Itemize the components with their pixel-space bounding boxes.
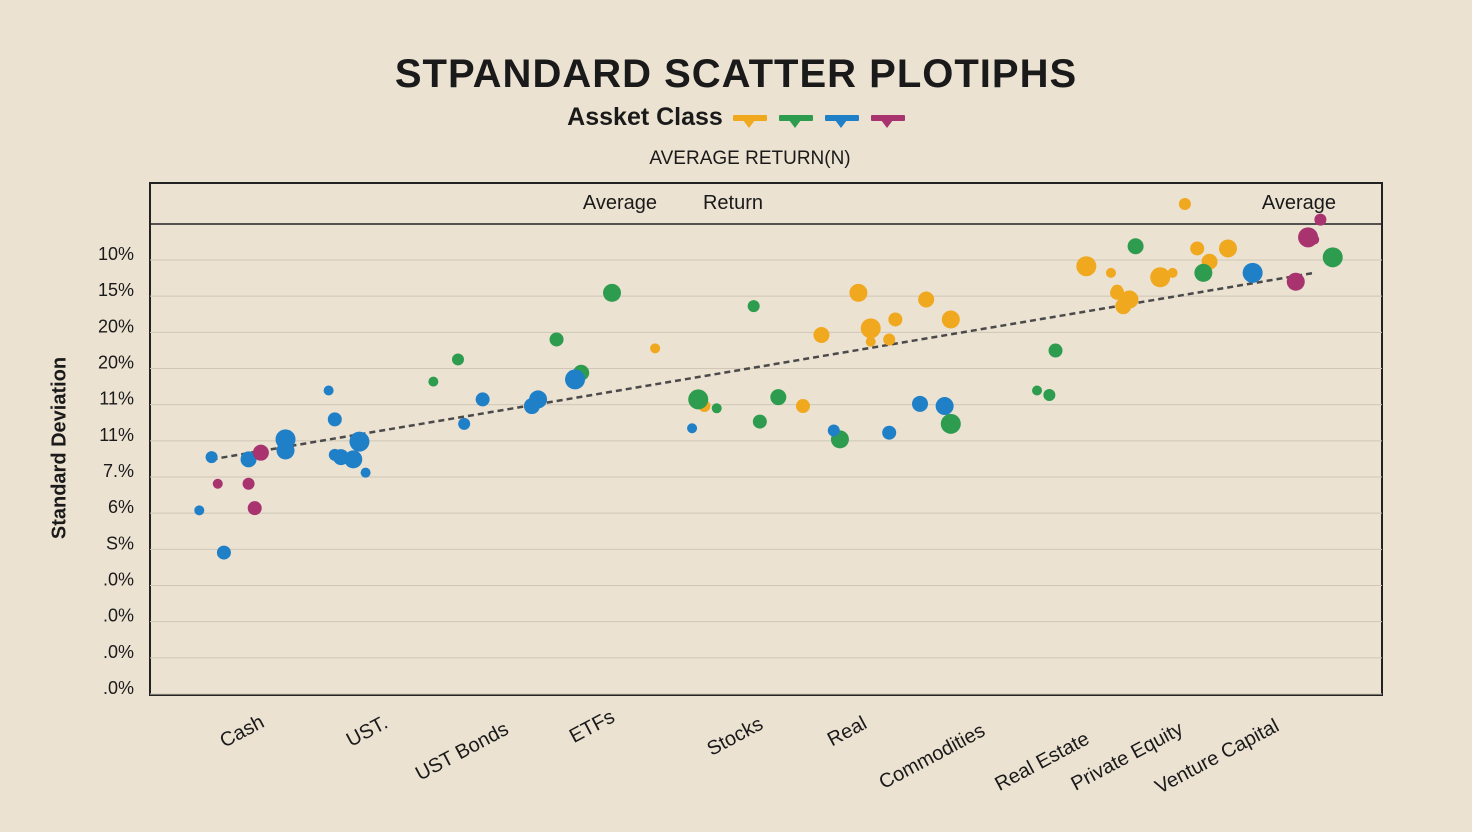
data-point [240,451,257,468]
y-tick-label: 7.% [103,461,134,481]
data-point [252,444,269,461]
legend-swatch [870,114,905,128]
data-point [935,397,954,416]
data-point [1242,262,1263,283]
data-point [242,477,255,490]
y-tick-label: 11% [99,425,134,445]
data-point [711,403,722,414]
data-point [1219,239,1237,258]
data-point [247,501,262,516]
chart-subtitle: Assket Class [567,103,723,131]
plot-frame [149,182,1383,696]
data-point [650,343,661,354]
data-point [940,413,961,434]
data-point [688,389,709,410]
data-point [360,467,371,478]
header-label: Return [703,192,763,214]
data-point [327,412,342,427]
data-point [770,389,787,406]
data-point [849,283,868,302]
data-point [1167,267,1178,278]
data-point [323,385,334,396]
x-tick-label: ETFs [566,706,619,748]
data-point [795,399,810,414]
data-point [1194,263,1213,282]
data-point [865,336,876,347]
data-point [205,451,218,464]
data-point [1048,343,1063,358]
data-point [827,424,840,437]
data-point [603,283,621,302]
data-point [1178,198,1191,211]
data-point [860,318,881,339]
x-axis-title: AVERAGE RETURN(N) [649,148,851,169]
data-point [565,369,586,390]
data-point [275,429,296,450]
data-point [1309,234,1320,245]
data-point [216,545,231,560]
data-point [888,312,903,327]
legend-swatch [732,114,767,128]
x-tick-label: UST. [343,712,392,752]
x-tick-label: Cash [216,711,268,752]
data-point [1105,267,1116,278]
data-point [1110,285,1125,300]
data-point [344,450,363,469]
x-tick-label: Commodities [875,720,988,794]
data-point [813,327,830,344]
data-point [752,414,767,429]
data-point [918,291,935,308]
x-tick-label: UST Bonds [412,718,512,785]
data-point [1120,290,1139,309]
y-tick-label: 20% [98,316,134,336]
data-point [1150,267,1171,288]
data-point [882,425,897,440]
y-tick-label: .0% [103,678,134,698]
data-point [458,417,471,430]
y-tick-label: .0% [103,606,134,626]
data-point [428,376,439,387]
legend [732,114,905,128]
x-tick-label: Real [824,712,871,751]
data-point [941,310,960,329]
chart-title: STPANDARD SCATTER PLOTIPHS [394,52,1078,96]
legend-swatch [824,114,859,128]
y-tick-label: 15% [98,280,134,300]
y-tick-label: .0% [103,642,134,662]
header-label: Average [583,192,657,214]
data-point [452,353,464,366]
data-point [549,332,564,347]
y-tick-label: 20% [98,353,134,373]
data-point [1032,385,1043,396]
data-point [883,333,896,346]
data-point [1127,238,1144,255]
data-point [1322,247,1343,268]
data-point [475,392,490,407]
data-point [912,395,928,412]
data-point [1076,256,1097,277]
data-point [529,390,548,409]
data-point [747,300,760,313]
y-tick-label: .0% [103,570,134,590]
data-point [212,478,223,489]
header-label: Average [1262,192,1336,214]
data-point [1043,388,1056,401]
data-point [194,505,205,516]
legend-swatch [778,114,813,128]
y-tick-label: 11% [99,389,134,409]
y-tick-label: S% [106,533,134,553]
subtitle-row: Assket Class [0,103,1472,132]
x-tick-label: Stocks [704,713,767,761]
y-tick-label: 10% [98,244,134,264]
data-point [1286,272,1305,291]
y-tick-label: 6% [108,497,134,517]
trend-line [211,271,1315,461]
data-point [1190,241,1205,256]
data-point [349,431,370,452]
data-point [687,423,698,434]
data-point [1314,213,1327,226]
